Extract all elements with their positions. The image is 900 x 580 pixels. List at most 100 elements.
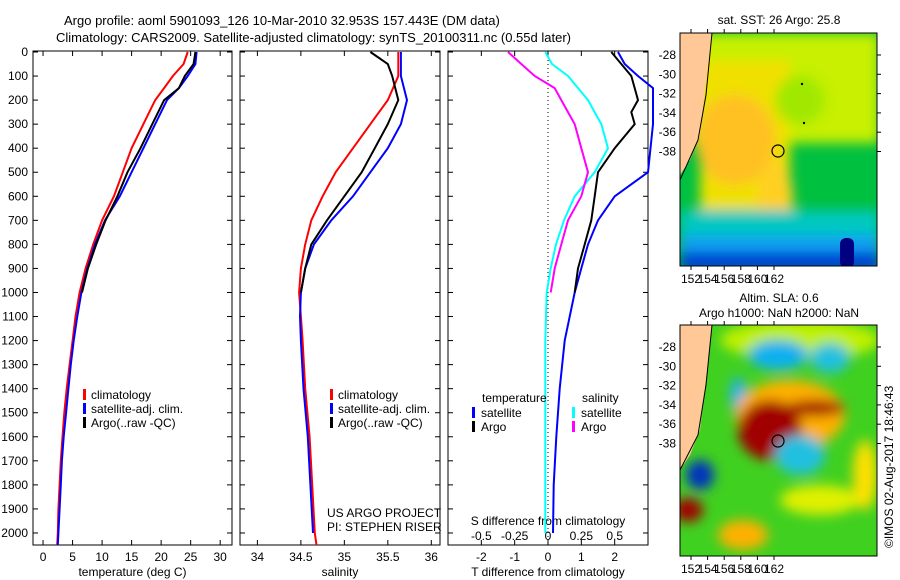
legend-swatch	[330, 389, 333, 400]
lon-tick-label: 158	[731, 272, 751, 286]
lat-tick-label: -36	[659, 125, 677, 139]
legend-heading-salinity: salinity	[582, 391, 619, 405]
lon-tick-label: 152	[681, 562, 701, 576]
x-tick-label: 34.5	[289, 550, 313, 564]
y-tick-label: 1500	[1, 406, 28, 420]
legend-label: satellite-adj. clim.	[91, 402, 183, 416]
x-tick-label: 1	[578, 550, 585, 564]
x-tick-label: 34	[251, 550, 265, 564]
x-tick-label: 5	[69, 550, 76, 564]
x-tick-label: 35	[338, 550, 352, 564]
series-line-argo-raw-qc-	[81, 51, 197, 293]
y-tick-label: 1900	[1, 502, 28, 516]
y-tick-label: 900	[8, 261, 28, 275]
y-tick-label: 400	[8, 141, 28, 155]
series-line-t-argo	[573, 51, 640, 293]
salinity-plot-frame	[239, 50, 441, 546]
x-tick-label: 35.5	[376, 550, 400, 564]
s-tick-label: 0	[545, 529, 552, 543]
x-tick-label: 30	[214, 550, 228, 564]
temperature-xlabel: temperature (deg C)	[78, 565, 186, 579]
sst-map	[680, 33, 877, 266]
legend-swatch	[83, 417, 86, 428]
s-tick-label: -0.25	[501, 529, 529, 543]
lon-tick-label: 152	[681, 272, 701, 286]
series-line-climatology	[56, 51, 189, 546]
s-tick-label: -0.5	[471, 529, 492, 543]
x-tick-label: 15	[125, 550, 139, 564]
legend-label: Argo	[481, 420, 507, 434]
x-tick-label: -1	[509, 550, 520, 564]
legend-label: Argo	[581, 420, 607, 434]
lat-tick-label: -32	[659, 87, 677, 101]
differences-xlabel: T difference from climatology	[471, 565, 625, 579]
y-tick-label: 800	[8, 237, 28, 251]
legend-swatch	[572, 421, 575, 432]
sla-map	[680, 325, 877, 556]
y-tick-label: 100	[8, 69, 28, 83]
lon-tick-label: 160	[747, 562, 767, 576]
legend-label: climatology	[338, 388, 398, 402]
x-tick-label: 0	[545, 550, 552, 564]
legend-heading-temperature: temperature	[482, 391, 547, 405]
legend-swatch	[330, 417, 333, 428]
legend-swatch	[330, 403, 333, 414]
legend-label: satellite	[581, 406, 622, 420]
salinity-xlabel: salinity	[322, 565, 359, 579]
sst-map-title: sat. SST: 26 Argo: 25.8	[718, 13, 841, 27]
lat-tick-label: -30	[659, 67, 677, 81]
land-australia	[680, 325, 712, 470]
legend-swatch	[472, 421, 475, 432]
lat-tick-label: -34	[659, 398, 677, 412]
lat-tick-label: -30	[659, 359, 677, 373]
y-tick-label: 1300	[1, 358, 28, 372]
temperature-plot-frame	[32, 50, 233, 546]
x-tick-label: 2	[611, 550, 618, 564]
lat-tick-label: -28	[659, 340, 677, 354]
lat-tick-label: -28	[659, 48, 677, 62]
y-tick-label: 2000	[1, 526, 28, 540]
project-credit: US ARGO PROJECT	[327, 506, 442, 520]
sla-map-title-1: Altim. SLA: 0.6	[739, 291, 819, 305]
differences-plot-frame	[447, 50, 649, 546]
y-tick-label: 0	[21, 45, 28, 59]
y-tick-label: 1000	[1, 285, 28, 299]
lon-tick-label: 154	[698, 272, 718, 286]
legend-swatch	[83, 403, 86, 414]
lon-tick-label: 156	[714, 272, 734, 286]
s-tick-label: 0.25	[570, 529, 594, 543]
y-tick-label: 300	[8, 117, 28, 131]
lon-tick-label: 158	[731, 562, 751, 576]
y-tick-label: 700	[8, 213, 28, 227]
argo-position-marker	[771, 434, 785, 448]
x-tick-label: 20	[154, 550, 168, 564]
lon-tick-label: 162	[764, 562, 784, 576]
series-line-argo-raw-qc-	[299, 51, 400, 293]
y-tick-label: 1100	[2, 310, 28, 324]
legend-label: satellite	[481, 406, 522, 420]
x-tick-label: -2	[476, 550, 487, 564]
y-tick-label: 1200	[1, 334, 28, 348]
argo-position-marker	[771, 144, 785, 158]
y-tick-label: 500	[8, 165, 28, 179]
lat-tick-label: -34	[659, 106, 677, 120]
y-tick-label: 600	[8, 189, 28, 203]
legend-swatch	[572, 407, 575, 418]
credit: ©IMOS 02-Aug-2017 18:46:43	[882, 385, 896, 548]
y-tick-label: 1400	[1, 382, 28, 396]
lat-tick-label: -38	[659, 145, 677, 159]
title-line-2: Climatology: CARS2009. Satellite-adjuste…	[56, 30, 571, 45]
x-tick-label: 10	[95, 550, 109, 564]
sla-map-title-2: Argo h1000: NaN h2000: NaN	[699, 306, 859, 320]
x-tick-label: 36	[425, 550, 439, 564]
legend-label: Argo(..raw -QC)	[338, 416, 423, 430]
y-tick-label: 1600	[1, 430, 28, 444]
project-credit: PI: STEPHEN RISER	[327, 520, 442, 534]
y-tick-label: 200	[8, 93, 28, 107]
y-tick-label: 1700	[1, 454, 28, 468]
legend-swatch	[472, 407, 475, 418]
lat-tick-label: -36	[659, 417, 677, 431]
legend-swatch	[83, 389, 86, 400]
